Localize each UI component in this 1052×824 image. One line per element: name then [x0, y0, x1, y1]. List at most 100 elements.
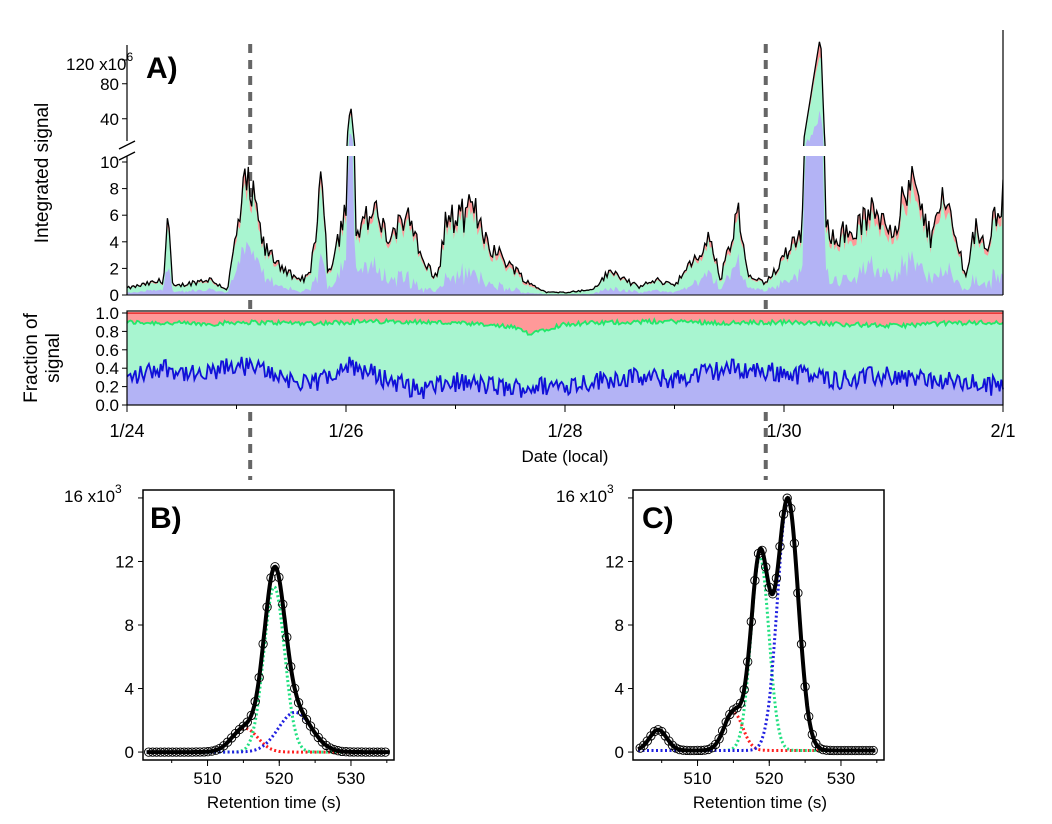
y-tick-label: 6: [110, 206, 119, 225]
y-tick-label: 4: [110, 233, 119, 252]
data-point: [258, 639, 268, 649]
data-point: [175, 747, 185, 757]
y-tick-label: 8: [125, 616, 134, 635]
panel-a-xlabel: Date (local): [522, 447, 609, 466]
x-tick-label: 520: [755, 769, 783, 788]
data-point: [771, 573, 782, 583]
data-point: [700, 745, 710, 755]
data-point: [254, 672, 264, 683]
y-tick-label: 8: [615, 616, 624, 635]
y-tick-label: 80: [100, 75, 119, 94]
panel-c-plot: 12 8 4 0 510 520 530: [605, 489, 885, 788]
data-point: [266, 573, 276, 583]
data-point: [761, 562, 771, 572]
data-point: [278, 599, 288, 609]
data-point: [861, 745, 871, 756]
y-tick-label: 0.2: [95, 378, 119, 397]
total-signal-line: [127, 156, 1003, 294]
data-point: [800, 682, 810, 692]
data-point: [242, 717, 252, 727]
data-point: [678, 745, 688, 755]
data-point: [286, 662, 296, 672]
total-signal-area: [346, 41, 826, 146]
total-fit-curve: [146, 564, 389, 755]
data-point: [775, 541, 785, 552]
data-point: [696, 745, 706, 756]
data-point: [735, 698, 746, 708]
x-tick-label: 530: [827, 769, 855, 788]
data-point: [829, 745, 839, 756]
panel-a: 10 8 6 4 2 0 80 40 1.00.80.60.40.20.0 1/24 1/26 1/…: [21, 30, 1016, 466]
data-point: [836, 745, 846, 756]
x-tick-label: 530: [337, 769, 365, 788]
panel-c-xlabel: Retention time (s): [693, 793, 827, 812]
panel-c-scale-label: 16 x103: [556, 482, 614, 506]
data-point: [714, 734, 724, 744]
panel-a-fraction-plot: 1.00.80.60.40.20.0 1/24 1/26 1/28 1/30 2/1: [95, 304, 1015, 441]
data-point: [262, 602, 272, 612]
data-point: [380, 747, 391, 757]
data-point: [689, 745, 699, 756]
data-point: [757, 545, 767, 556]
y-tick-label: 0: [615, 743, 624, 762]
y-tick-label: 0.0: [95, 396, 119, 415]
panel-b-scale-label: 16 x103: [64, 482, 122, 506]
data-point: [692, 745, 703, 756]
component-peak-curve: [638, 554, 876, 752]
data-point: [821, 745, 832, 755]
data-point: [750, 575, 760, 586]
x-tick-label: 1/24: [109, 421, 144, 441]
data-point: [796, 639, 807, 649]
y-tick-label: 0: [125, 743, 134, 762]
data-point: [159, 747, 170, 757]
data-point: [865, 745, 875, 756]
data-point: [163, 747, 174, 757]
data-point: [768, 589, 778, 599]
data-point: [195, 747, 205, 757]
panel-b: 12 8 4 0 510 520 530 B) 16 x103 Retention time…: [64, 482, 395, 812]
fraction-ylabel-line2: signal: [43, 333, 64, 383]
data-point: [832, 745, 843, 756]
axis-break-mark: [118, 140, 136, 150]
data-point: [804, 711, 814, 722]
data-point: [155, 747, 166, 757]
data-point: [642, 736, 652, 746]
panel-label-a: A): [146, 52, 178, 85]
data-point: [167, 747, 178, 757]
x-tick-label: 510: [193, 769, 221, 788]
panel-a-ylabel: Integrated signal: [32, 103, 53, 244]
data-point: [270, 562, 280, 572]
y-tick-label: 0.4: [95, 359, 119, 378]
data-point: [685, 745, 696, 756]
panel-c: 12 8 4 0 510 520 530 C) 16 x103 Retention time…: [556, 482, 885, 812]
data-point: [171, 747, 181, 757]
y-tick-label: 0.6: [95, 341, 119, 360]
data-point: [743, 657, 753, 667]
data-point: [843, 745, 853, 756]
data-point: [361, 747, 371, 757]
x-tick-label: 520: [265, 769, 293, 788]
data-point: [660, 731, 670, 741]
y-tick-label: 0.8: [95, 322, 119, 341]
data-point: [854, 745, 864, 756]
data-point: [746, 617, 756, 627]
data-point: [868, 745, 878, 756]
data-point: [782, 493, 792, 503]
x-tick-label: 1/28: [547, 421, 582, 441]
data-point: [778, 509, 789, 519]
data-point: [293, 698, 304, 708]
guide-lines: [248, 44, 768, 480]
data-point: [786, 503, 796, 514]
x-tick-label: 1/26: [328, 421, 363, 441]
data-point: [345, 747, 355, 757]
data-point: [847, 745, 857, 756]
data-point: [793, 588, 803, 598]
data-point: [357, 747, 367, 757]
x-tick-label: 1/30: [766, 421, 801, 441]
data-point: [297, 707, 308, 717]
mid-signal-area: [127, 156, 1003, 295]
data-point: [850, 745, 860, 756]
x-tick-label: 2/1: [990, 421, 1015, 441]
panel-label-c: C): [642, 502, 674, 535]
